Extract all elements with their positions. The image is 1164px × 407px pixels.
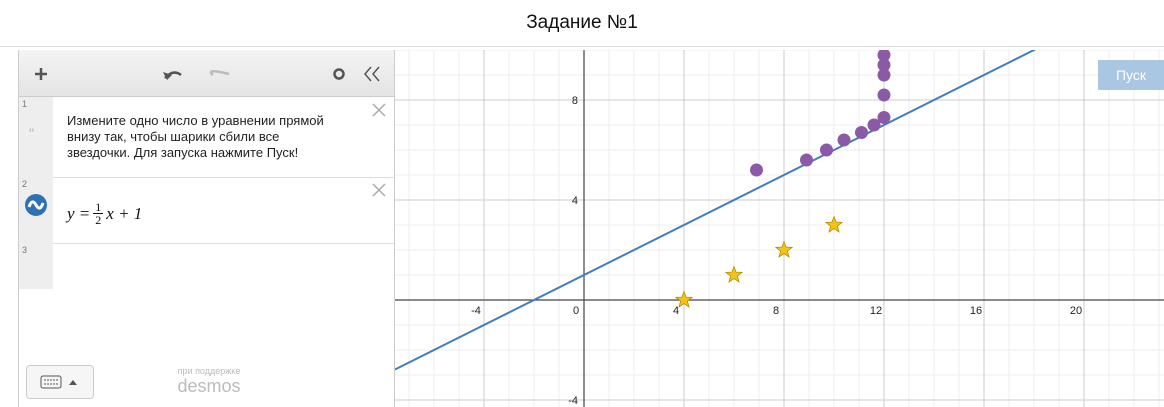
note-icon: “ [29, 127, 34, 141]
x-tick-label: 8 [773, 305, 779, 317]
note-line: внизу так, чтобы шарики сбили все [67, 129, 280, 144]
star [674, 290, 694, 308]
redo-icon[interactable] [209, 70, 230, 76]
powered-by: при поддержке [177, 366, 241, 376]
star [824, 215, 844, 233]
note-line: Измените одно число в уравнении прямой [67, 113, 324, 128]
expression-panel: 1 “ Измените одно число в уравнении прям… [18, 50, 395, 407]
x-tick-label: -4 [471, 305, 481, 317]
svg-text:“: “ [29, 127, 34, 141]
title: Задание №1 [0, 0, 1164, 47]
ball [877, 111, 891, 124]
keyboard-button[interactable] [26, 365, 94, 399]
x-tick-label: 4 [673, 305, 679, 317]
ball [855, 126, 868, 139]
brand: desmos [177, 376, 241, 396]
run-button[interactable]: Пуск [1098, 60, 1164, 90]
x-tick-label: 16 [970, 305, 982, 317]
ball [877, 50, 891, 62]
row-number: 1 [22, 99, 28, 109]
expression-row[interactable]: 3 [19, 243, 394, 289]
gutter [19, 243, 53, 289]
y-tick-label: 4 [572, 195, 578, 207]
ball [800, 153, 813, 167]
x-tick-label: 20 [1070, 305, 1082, 317]
ball [820, 143, 833, 157]
add-icon[interactable] [35, 68, 47, 80]
ball [867, 118, 881, 132]
delete-icon[interactable] [372, 103, 386, 117]
gutter [19, 97, 53, 177]
undo-arrow [163, 72, 172, 80]
toolbar [19, 50, 394, 97]
ball [877, 88, 891, 102]
y-tick-label: -4 [568, 395, 578, 407]
keyboard-icon [40, 375, 77, 389]
collapse-icon[interactable] [364, 66, 380, 82]
x-tick-label: 12 [870, 305, 882, 317]
ball [750, 163, 763, 177]
line [395, 50, 1037, 371]
settings-icon[interactable] [333, 68, 345, 80]
numerator: 1 [93, 200, 104, 214]
ball [837, 133, 851, 147]
row-number: 2 [22, 179, 28, 189]
star [774, 240, 794, 258]
x-tick-label: 0 [573, 305, 579, 317]
note-text: Измените одно число в уравнении прямой в… [67, 113, 324, 161]
graph: -4 0 4 8 12 16 20 -4 4 8 [395, 50, 1164, 407]
formula-right: x + 1 [106, 203, 143, 223]
ball [877, 58, 891, 72]
star [724, 265, 744, 283]
ball [877, 68, 891, 82]
formula-left: y = [67, 203, 91, 223]
expression-row[interactable]: 1 “ Измените одно число в уравнении прям… [19, 97, 394, 178]
delete-icon[interactable] [372, 183, 386, 197]
denominator: 2 [95, 213, 102, 227]
y-tick-label: 8 [572, 95, 578, 107]
note-line: звездочки. Для запуска нажмите Пуск! [67, 145, 299, 160]
row-number: 3 [22, 245, 28, 255]
color-icon[interactable] [24, 193, 48, 217]
toolbar-icons [35, 66, 380, 82]
